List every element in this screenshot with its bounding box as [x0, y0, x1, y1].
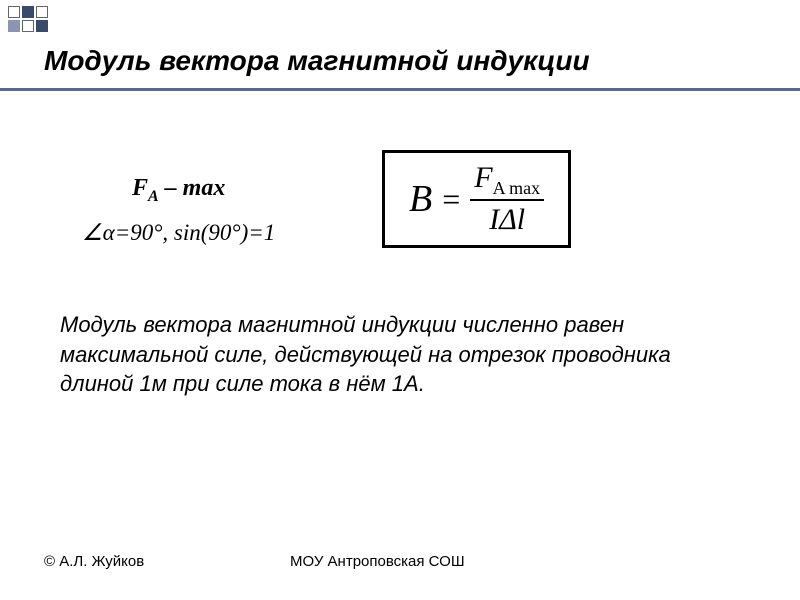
title-underline: [0, 88, 800, 91]
formula-B: B: [409, 177, 432, 221]
formula-fraction: FA max IΔl: [470, 161, 544, 237]
definition-text: Модуль вектора магнитной индукции числен…: [60, 310, 740, 399]
formula-inner: B = FA max IΔl: [409, 161, 544, 237]
decor-squares: [8, 6, 48, 32]
decor-sq: [8, 20, 20, 32]
cond-F: F: [132, 175, 148, 201]
decor-sq: [22, 6, 34, 18]
cond-sub: A: [148, 188, 159, 205]
condition-line1: FA – max: [82, 175, 275, 206]
formula-box: B = FA max IΔl: [382, 150, 571, 248]
decor-sq: [36, 20, 48, 32]
cond-rest: – max: [159, 175, 226, 201]
fraction-denominator: IΔl: [489, 201, 525, 237]
condition-block: FA – max ∠α=90°, sin(90°)=1: [82, 175, 275, 246]
decor-sq: [22, 20, 34, 32]
formula-eq: =: [442, 181, 460, 218]
title-area: Модуль вектора магнитной индукции: [44, 45, 590, 77]
page-title: Модуль вектора магнитной индукции: [44, 45, 590, 77]
num-F: F: [474, 161, 492, 194]
school-text: МОУ Антроповская СОШ: [290, 553, 465, 570]
fraction-numerator: FA max: [470, 161, 544, 199]
decor-sq: [8, 6, 20, 18]
decor-sq: [36, 6, 48, 18]
condition-line2: ∠α=90°, sin(90°)=1: [82, 220, 275, 246]
copyright-text: © А.Л. Жуйков: [44, 553, 144, 570]
num-sub: A max: [493, 178, 541, 198]
